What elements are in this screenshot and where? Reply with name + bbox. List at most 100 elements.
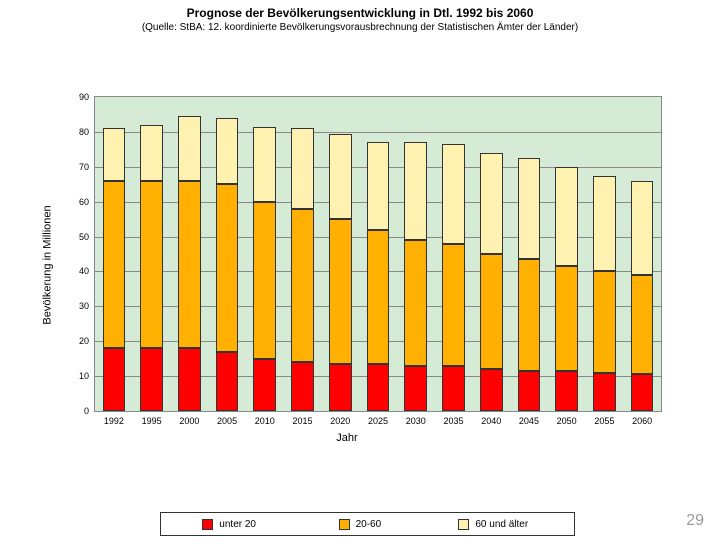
bar-segment <box>442 144 465 243</box>
y-tick-label: 20 <box>79 336 95 346</box>
bar-segment <box>329 134 352 219</box>
bar-segment <box>103 348 126 411</box>
bar-stack <box>404 142 427 411</box>
x-tick-label: 2050 <box>548 411 586 426</box>
bar-segment <box>404 142 427 240</box>
bar-column: 2020 <box>321 97 359 411</box>
bar-segment <box>631 181 654 275</box>
bar-column: 2015 <box>284 97 322 411</box>
bar-segment <box>442 244 465 366</box>
legend-item: 20-60 <box>339 519 382 530</box>
bar-column: 2060 <box>623 97 661 411</box>
bar-segment <box>216 118 239 184</box>
legend: unter 20 20-60 60 und älter <box>160 512 575 536</box>
bar-column: 2030 <box>397 97 435 411</box>
bar-stack <box>480 153 503 411</box>
legend-label: unter 20 <box>219 519 256 530</box>
bar-stack <box>178 116 201 411</box>
chart-subtitle: (Quelle: StBA: 12. koordinierte Bevölker… <box>0 22 720 33</box>
bar-segment <box>103 128 126 180</box>
y-tick-label: 50 <box>79 232 95 242</box>
bar-stack <box>291 128 314 411</box>
x-tick-label: 2040 <box>472 411 510 426</box>
x-tick-label: 2030 <box>397 411 435 426</box>
x-tick-label: 2005 <box>208 411 246 426</box>
bar-segment <box>518 259 541 371</box>
bar-segment <box>216 352 239 411</box>
bar-segment <box>216 184 239 351</box>
bar-segment <box>480 369 503 411</box>
bar-segment <box>367 230 390 364</box>
bar-column: 2045 <box>510 97 548 411</box>
bar-segment <box>555 371 578 411</box>
bar-column: 2040 <box>472 97 510 411</box>
legend-label: 60 und älter <box>475 519 528 530</box>
bar-segment <box>480 153 503 254</box>
bar-segment <box>291 209 314 363</box>
bar-segment <box>631 374 654 411</box>
x-tick-label: 2025 <box>359 411 397 426</box>
bar-column: 2055 <box>586 97 624 411</box>
chart-title: Prognose der Bevölkerungsentwicklung in … <box>0 6 720 20</box>
legend-swatch <box>339 519 350 530</box>
y-tick-label: 30 <box>79 301 95 311</box>
bar-segment <box>140 348 163 411</box>
bar-segment <box>593 176 616 272</box>
bar-segment <box>404 366 427 411</box>
bar-column: 2050 <box>548 97 586 411</box>
bar-stack <box>216 118 239 411</box>
y-tick-label: 70 <box>79 162 95 172</box>
chart-container: Bevölkerung in Millionen 010203040506070… <box>32 60 662 470</box>
bar-column: 1992 <box>95 97 133 411</box>
bar-segment <box>329 219 352 364</box>
bar-segment <box>329 364 352 411</box>
bar-segment <box>555 266 578 371</box>
legend-swatch <box>202 519 213 530</box>
x-tick-label: 2045 <box>510 411 548 426</box>
bar-segment <box>593 373 616 411</box>
bar-segment <box>367 364 390 411</box>
x-tick-label: 2000 <box>170 411 208 426</box>
y-tick-label: 80 <box>79 127 95 137</box>
bar-stack <box>631 181 654 411</box>
bar-column: 2035 <box>435 97 473 411</box>
x-tick-label: 2035 <box>435 411 473 426</box>
x-tick-label: 2015 <box>284 411 322 426</box>
legend-item: 60 und älter <box>458 519 528 530</box>
page-number: 29 <box>686 512 704 530</box>
bar-segment <box>253 202 276 359</box>
y-tick-label: 10 <box>79 371 95 381</box>
bar-segment <box>253 359 276 411</box>
bar-stack <box>103 128 126 411</box>
x-tick-label: 2010 <box>246 411 284 426</box>
bar-segment <box>518 371 541 411</box>
bar-column: 2025 <box>359 97 397 411</box>
bar-stack <box>140 125 163 411</box>
bar-segment <box>480 254 503 369</box>
y-tick-label: 90 <box>79 92 95 102</box>
bar-stack <box>367 142 390 411</box>
legend-swatch <box>458 519 469 530</box>
x-tick-label: 2060 <box>623 411 661 426</box>
bar-segment <box>555 167 578 266</box>
bar-segment <box>103 181 126 348</box>
bars-group: 1992199520002005201020152020202520302035… <box>95 97 661 411</box>
y-tick-label: 40 <box>79 266 95 276</box>
bar-column: 1995 <box>133 97 171 411</box>
bar-stack <box>593 176 616 412</box>
x-tick-label: 1992 <box>95 411 133 426</box>
bar-column: 2000 <box>170 97 208 411</box>
x-axis-label: Jahr <box>336 432 357 444</box>
bar-stack <box>329 134 352 411</box>
bar-segment <box>140 181 163 348</box>
bar-segment <box>518 158 541 259</box>
bar-segment <box>404 240 427 366</box>
plot-area: 0102030405060708090199219952000200520102… <box>94 96 662 412</box>
legend-item: unter 20 <box>202 519 256 530</box>
bar-segment <box>178 116 201 181</box>
legend-label: 20-60 <box>356 519 382 530</box>
y-tick-label: 0 <box>84 406 95 416</box>
bar-stack <box>442 144 465 411</box>
bar-segment <box>291 362 314 411</box>
bar-segment <box>442 366 465 411</box>
